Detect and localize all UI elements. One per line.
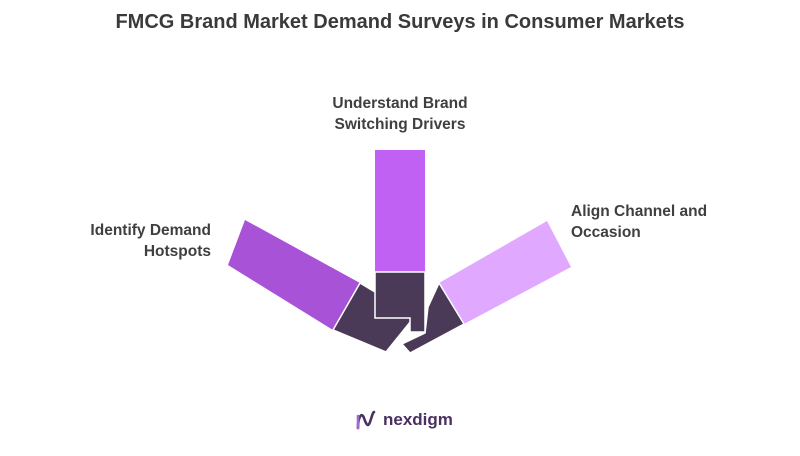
label-left-line2: Hotspots <box>143 243 211 260</box>
arm-align-channel-occasion <box>400 221 571 354</box>
label-left-line1: Identify Demand <box>90 222 211 239</box>
label-align-channel-occasion: Align Channel and Occasion <box>571 201 771 243</box>
brand-name: nexdigm <box>383 410 453 429</box>
label-center-line2: Switching Drivers <box>334 116 466 133</box>
label-identify-demand-hotspots: Identify Demand Hotspots <box>40 220 211 262</box>
arm-right-bar <box>439 221 571 324</box>
diagram-title: FMCG Brand Market Demand Surveys in Cons… <box>115 11 685 33</box>
label-right-line1: Align Channel and <box>571 203 708 220</box>
label-understand-brand-switching: Understand Brand Switching Drivers <box>300 93 500 135</box>
arm-right-hub <box>400 281 466 354</box>
arm-center-bar <box>375 150 425 272</box>
arm-left-bar <box>228 220 360 330</box>
label-right-line2: Occasion <box>571 224 641 241</box>
nexdigm-logo-icon <box>356 410 376 430</box>
arm-brand-switching <box>374 150 426 333</box>
arm-center-hub <box>374 271 426 333</box>
brand-logo: nexdigm <box>355 406 453 434</box>
label-center-line1: Understand Brand <box>332 95 468 112</box>
